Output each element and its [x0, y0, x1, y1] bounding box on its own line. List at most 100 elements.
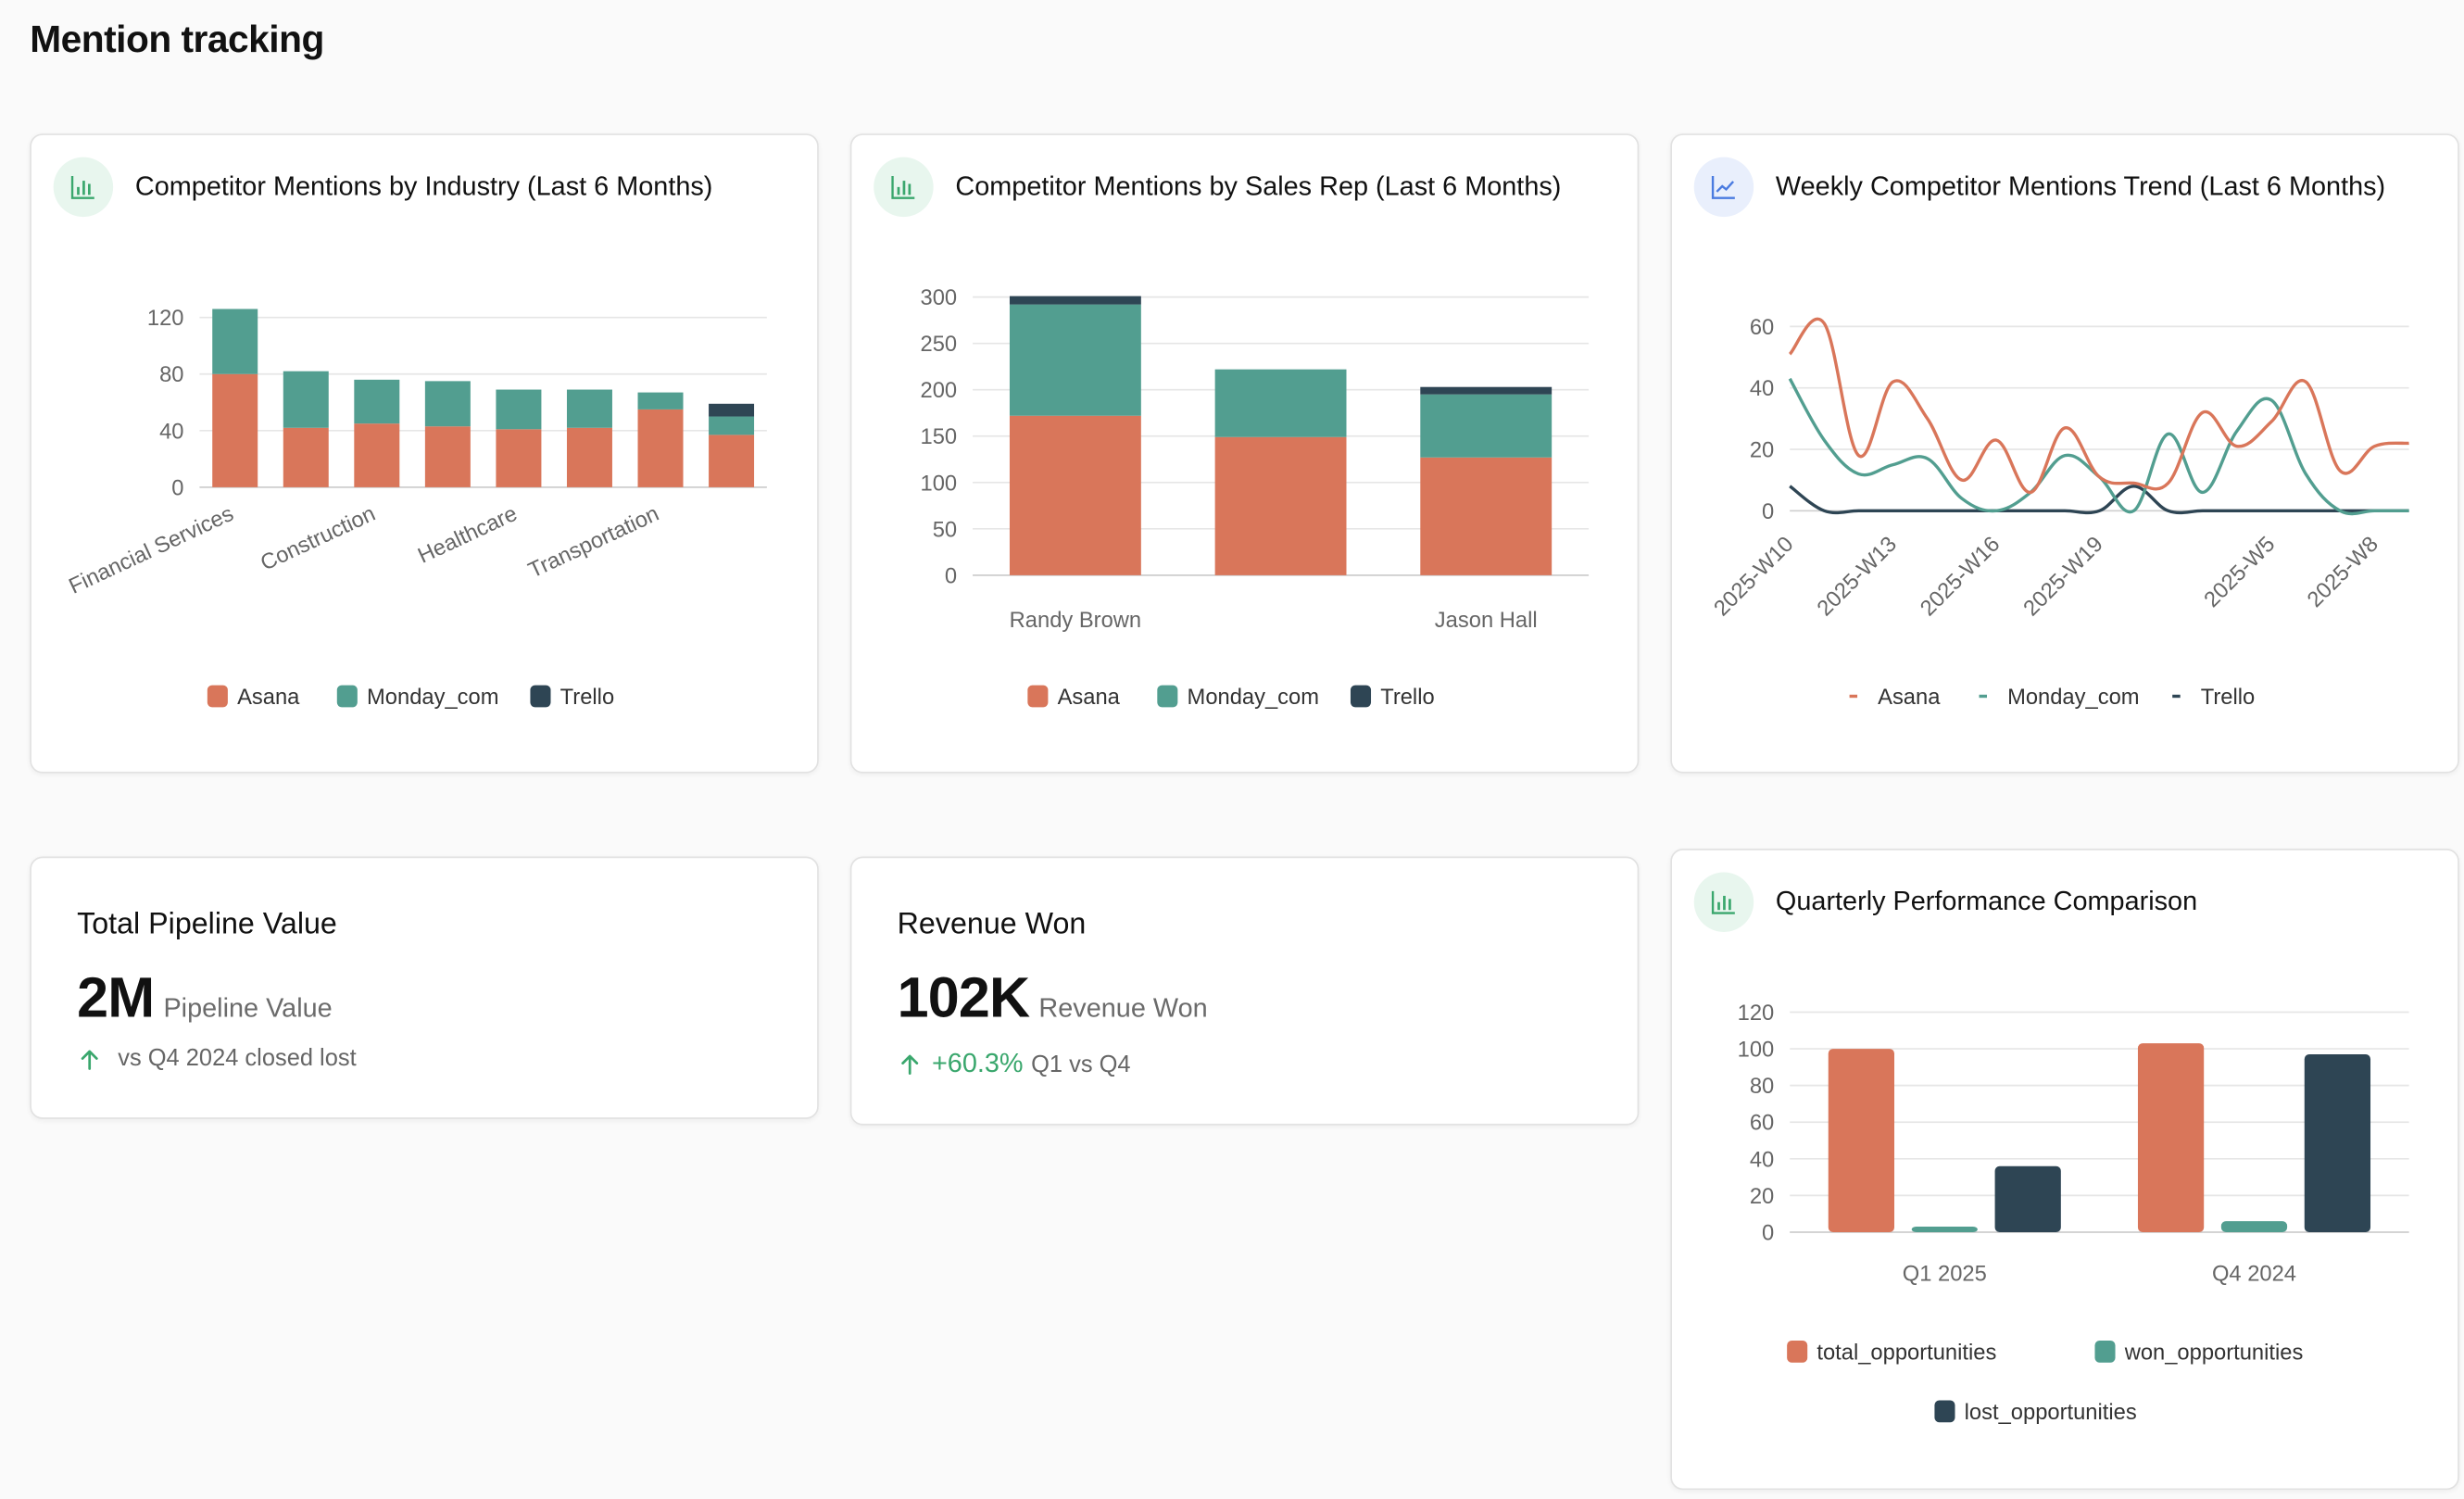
industry-bar-asana	[424, 426, 471, 487]
sales-rep-chart-title: Competitor Mentions by Sales Rep (Last 6…	[955, 170, 1562, 202]
revenue-change-percent: +60.3%	[931, 1048, 1024, 1078]
pipeline-kpi-sub: Pipeline Value	[163, 993, 333, 1024]
weekly-legend-label: Trello	[2201, 686, 2255, 710]
industry-legend-label: Asana	[237, 686, 300, 710]
quarterly-bar-lost-opportunities	[1994, 1165, 2061, 1232]
sales-rep-bar-asana	[1009, 415, 1141, 575]
quarterly-y-tick-label: 40	[1750, 1148, 1774, 1172]
quarterly-x-tick-label: Q4 2024	[2212, 1263, 2296, 1287]
quarterly-y-tick-label: 0	[1762, 1221, 1774, 1245]
page-title: Mention tracking	[30, 19, 324, 62]
quarterly-y-tick-label: 80	[1750, 1075, 1774, 1099]
quarterly-y-tick-label: 120	[1738, 1001, 1775, 1026]
weekly-chart-title: Weekly Competitor Mentions Trend (Last 6…	[1775, 170, 2386, 202]
quarterly-chart-card: Quarterly Performance Comparison 0 20 40 60…	[1670, 849, 2459, 1491]
weekly-line-trello	[1789, 485, 2409, 515]
weekly-x-tick-label: 2025-W10	[1710, 533, 1799, 622]
industry-bar-asana	[566, 427, 612, 487]
quarterly-card-header: Quarterly Performance Comparison	[1693, 872, 2198, 932]
pipeline-kpi-card: Total Pipeline Value 2M Pipeline Value v…	[30, 856, 819, 1119]
industry-x-tick-label: Healthcare	[414, 502, 521, 569]
weekly-x-tick-label: 2025-W16	[1917, 533, 2005, 622]
industry-bar-asana	[283, 427, 329, 487]
quarterly-legend-swatch	[1787, 1341, 1808, 1363]
revenue-kpi-foot-text: Q1 vs Q4	[1031, 1051, 1131, 1077]
sales-rep-y-tick-label: 150	[920, 425, 957, 449]
sales-rep-y-tick-label: 50	[933, 518, 957, 542]
revenue-kpi-label: Revenue Won	[897, 908, 1087, 942]
industry-legend-swatch	[530, 685, 551, 708]
quarterly-chart: 0 20 40 60 80 100 120 Q1 2025 Q4 2024 total_oppor…	[1738, 1001, 2409, 1425]
industry-x-tick-label: Financial Services	[66, 502, 238, 599]
pipeline-kpi-foot: vs Q4 2024 closed lost	[77, 1045, 357, 1072]
revenue-kpi-value: 102K	[897, 964, 1030, 1030]
industry-bar-asana	[637, 409, 684, 487]
industry-bar-monday_com	[212, 309, 258, 374]
weekly-line-asana	[1788, 317, 2409, 495]
industry-bar-monday_com	[283, 371, 329, 428]
industry-x-tick-label: Construction	[258, 502, 380, 576]
sales-rep-chart-card: Competitor Mentions by Sales Rep (Last 6…	[849, 133, 1640, 774]
industry-chart-card: Competitor Mentions by Industry (Last 6 …	[30, 133, 819, 774]
sales-rep-chart: 0 50 100 150 200 250 300 Randy Brown Jason Hall A…	[920, 286, 1590, 710]
weekly-card-header: Weekly Competitor Mentions Trend (Last 6…	[1693, 157, 2386, 218]
weekly-x-tick-label: 2025-W8	[2303, 533, 2382, 612]
sales-rep-y-tick-label: 0	[945, 564, 957, 588]
quarterly-bar-lost-opportunities	[2304, 1054, 2371, 1232]
sales-rep-bar-monday_com	[1420, 394, 1553, 458]
weekly-x-tick-label: 2025-W13	[1813, 533, 1902, 622]
industry-y-tick-label: 80	[159, 363, 183, 387]
sales-rep-legend-swatch	[1027, 685, 1049, 708]
sales-rep-bar-asana	[1214, 436, 1347, 575]
bar-chart-icon	[874, 157, 934, 218]
sales-rep-bar-trello	[1420, 386, 1553, 395]
sales-rep-bar-asana	[1420, 457, 1553, 575]
sales-rep-y-tick-label: 300	[920, 286, 957, 310]
quarterly-legend-label: lost_opportunities	[1965, 1401, 2137, 1425]
industry-y-tick-label: 120	[147, 307, 184, 331]
industry-bar-monday_com	[709, 416, 755, 435]
sales-rep-legend-swatch	[1350, 685, 1372, 708]
revenue-kpi-sub: Revenue Won	[1038, 993, 1208, 1024]
bar-chart-icon	[1693, 872, 1754, 932]
industry-bar-asana	[354, 423, 400, 487]
quarterly-bar-total-opportunities	[2137, 1043, 2205, 1232]
quarterly-chart-title: Quarterly Performance Comparison	[1775, 886, 2198, 917]
industry-x-tick-label: Transportation	[525, 502, 663, 584]
industry-chart: 0 40 80 120 Financial Services Construction He…	[66, 307, 767, 710]
industry-bar-monday_com	[566, 389, 612, 428]
quarterly-legend-swatch	[2094, 1341, 2116, 1363]
industry-legend-swatch	[336, 685, 358, 708]
quarterly-x-tick-label: Q1 2025	[1903, 1263, 1987, 1287]
quarterly-legend-swatch	[1934, 1400, 1955, 1423]
revenue-kpi-card: Revenue Won 102K Revenue Won +60.3% Q1 v…	[849, 856, 1640, 1126]
sales-rep-legend-label: Monday_com	[1188, 686, 1319, 710]
pipeline-kpi-value: 2M	[77, 964, 155, 1030]
industry-bar-asana	[212, 373, 258, 487]
weekly-legend-label: Monday_com	[2007, 686, 2139, 710]
weekly-y-tick-label: 60	[1750, 316, 1774, 340]
pipeline-kpi-row: 2M Pipeline Value	[77, 965, 333, 1031]
industry-legend-label: Monday_com	[367, 686, 498, 710]
industry-bar-asana	[709, 435, 755, 487]
weekly-trend-chart-card: Weekly Competitor Mentions Trend (Last 6…	[1670, 133, 2459, 774]
arrow-up-icon	[901, 1054, 919, 1075]
industry-bar-monday_com	[637, 392, 684, 409]
arrow-up-icon	[81, 1049, 98, 1070]
revenue-kpi-foot: +60.3% Q1 vs Q4	[898, 1048, 1131, 1079]
quarterly-y-tick-label: 60	[1750, 1112, 1774, 1136]
weekly-x-tick-label: 2025-W5	[2200, 533, 2280, 612]
weekly-y-tick-label: 40	[1750, 377, 1774, 401]
sales-rep-y-tick-label: 200	[920, 379, 957, 403]
quarterly-legend-label: total_opportunities	[1817, 1341, 1996, 1365]
sales-rep-legend-swatch	[1157, 685, 1178, 708]
industry-chart-title: Competitor Mentions by Industry (Last 6 …	[134, 170, 713, 202]
sales-rep-card-header: Competitor Mentions by Sales Rep (Last 6…	[874, 157, 1562, 218]
quarterly-y-tick-label: 100	[1738, 1039, 1775, 1063]
sales-rep-x-tick-label: Randy Brown	[1010, 609, 1141, 633]
sales-rep-bar-monday_com	[1009, 304, 1141, 416]
sales-rep-x-tick-label: Jason Hall	[1435, 609, 1538, 633]
sales-rep-y-tick-label: 100	[920, 472, 957, 496]
quarterly-bar-won-opportunities	[1911, 1227, 1978, 1232]
